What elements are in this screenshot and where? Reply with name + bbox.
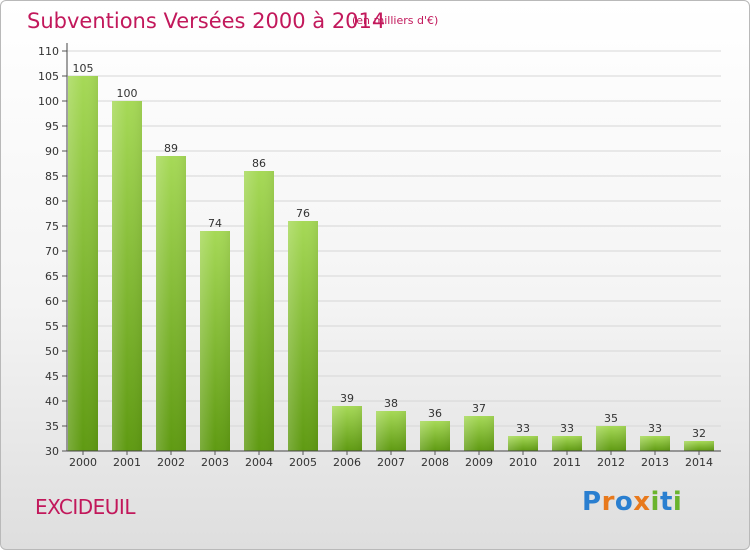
- chart-title: Subventions Versées 2000 à 2014: [27, 9, 386, 33]
- x-tick-label: 2003: [201, 456, 229, 469]
- data-label: 89: [164, 142, 178, 155]
- y-tick-label: 85: [45, 170, 59, 183]
- bar-shine: [464, 416, 494, 451]
- y-tick-label: 100: [38, 95, 59, 108]
- y-tick-label: 40: [45, 395, 59, 408]
- y-tick-label: 35: [45, 420, 59, 433]
- data-label: 32: [692, 427, 706, 440]
- bar-shine: [244, 171, 274, 451]
- logo-letter: P: [582, 487, 602, 517]
- data-label: 35: [604, 412, 618, 425]
- x-tick-label: 2004: [245, 456, 273, 469]
- x-tick-label: 2010: [509, 456, 537, 469]
- y-tick-label: 70: [45, 245, 59, 258]
- x-tick-label: 2008: [421, 456, 449, 469]
- bar-shine: [68, 76, 98, 451]
- logo-letter: o: [614, 487, 634, 517]
- x-tick-label: 2011: [553, 456, 581, 469]
- data-label: 37: [472, 402, 486, 415]
- bar-shine: [376, 411, 406, 451]
- data-labels: 105 100 89 74 86 76 39 38 36 37 33 33 35 33 32: [73, 62, 707, 440]
- data-label: 100: [117, 87, 138, 100]
- y-tick-label: 45: [45, 370, 59, 383]
- bar-shine: [112, 101, 142, 451]
- bar-shine: [156, 156, 186, 451]
- x-tick-label: 2009: [465, 456, 493, 469]
- bar-shine: [552, 436, 582, 451]
- bar-shine: [288, 221, 318, 451]
- y-tick-label: 80: [45, 195, 59, 208]
- y-tick-label: 30: [45, 445, 59, 458]
- proxiti-logo[interactable]: Proxiti: [582, 487, 682, 517]
- data-label: 39: [340, 392, 354, 405]
- bar-shine: [640, 436, 670, 451]
- y-tick-label: 75: [45, 220, 59, 233]
- y-tick-label: 110: [38, 45, 59, 58]
- bar-shine: [596, 426, 626, 451]
- y-tick-label: 60: [45, 295, 59, 308]
- x-tick-label: 2007: [377, 456, 405, 469]
- logo-letter: t: [659, 487, 673, 517]
- bar-shine: [332, 406, 362, 451]
- data-label: 33: [648, 422, 662, 435]
- data-label: 86: [252, 157, 266, 170]
- data-label: 38: [384, 397, 398, 410]
- bar-shine: [200, 231, 230, 451]
- y-tick-label: 95: [45, 120, 59, 133]
- bar-shine: [508, 436, 538, 451]
- y-tick-label: 90: [45, 145, 59, 158]
- unit-note: (en milliers d'€): [352, 14, 439, 27]
- logo-letter: r: [601, 487, 615, 517]
- bar-shine: [420, 421, 450, 451]
- y-tick-label: 50: [45, 345, 59, 358]
- bars: [68, 76, 714, 451]
- x-tick-label: 2012: [597, 456, 625, 469]
- logo-letter: i: [672, 487, 683, 517]
- x-tick-label: 2000: [69, 456, 97, 469]
- x-tick-label: 2013: [641, 456, 669, 469]
- data-label: 105: [73, 62, 94, 75]
- logo-letter: i: [650, 487, 660, 517]
- x-tick-label: 2014: [685, 456, 713, 469]
- logo-letter: x: [633, 487, 651, 517]
- y-tick-label: 65: [45, 270, 59, 283]
- axes: 30 35 40 45 50 55 60 65 70 75 80 85 90 95 100 105 110 200…: [38, 43, 721, 469]
- data-label: 74: [208, 217, 222, 230]
- x-tick-label: 2005: [289, 456, 317, 469]
- data-label: 36: [428, 407, 442, 420]
- x-tick-label: 2001: [113, 456, 141, 469]
- y-tick-label: 55: [45, 320, 59, 333]
- bar-shine: [684, 441, 714, 451]
- y-tick-label: 105: [38, 70, 59, 83]
- x-tick-label: 2002: [157, 456, 185, 469]
- data-label: 33: [560, 422, 574, 435]
- data-label: 76: [296, 207, 310, 220]
- x-tick-label: 2006: [333, 456, 361, 469]
- commune-name: EXCIDEUIL: [35, 495, 135, 519]
- data-label: 33: [516, 422, 530, 435]
